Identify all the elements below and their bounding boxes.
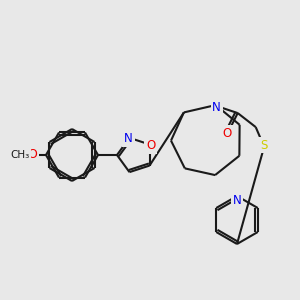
Text: O: O bbox=[146, 139, 155, 152]
Text: CH₃: CH₃ bbox=[11, 150, 30, 160]
Text: N: N bbox=[212, 100, 221, 114]
Text: O: O bbox=[27, 148, 37, 161]
Text: N: N bbox=[124, 132, 133, 146]
Text: N: N bbox=[232, 194, 242, 208]
Text: O: O bbox=[222, 127, 231, 140]
Text: S: S bbox=[260, 139, 267, 152]
